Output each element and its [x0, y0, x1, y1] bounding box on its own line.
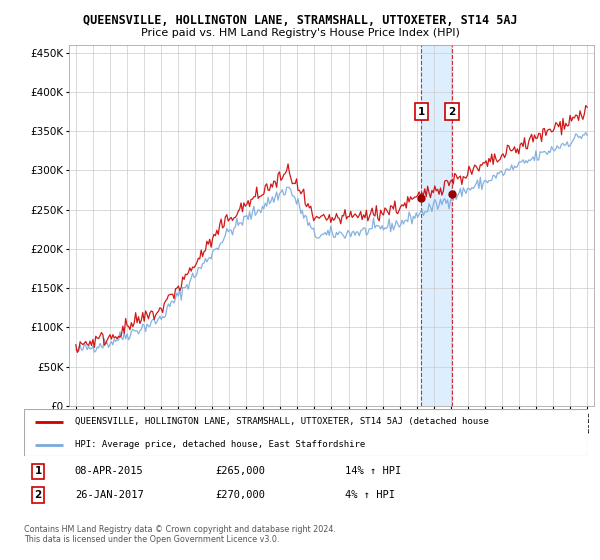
- Text: HPI: Average price, detached house, East Staffordshire: HPI: Average price, detached house, East…: [75, 440, 365, 449]
- Text: Price paid vs. HM Land Registry's House Price Index (HPI): Price paid vs. HM Land Registry's House …: [140, 28, 460, 38]
- FancyBboxPatch shape: [24, 409, 588, 456]
- Text: 14% ↑ HPI: 14% ↑ HPI: [346, 466, 402, 477]
- Text: 1: 1: [418, 106, 425, 116]
- Text: 2: 2: [34, 490, 42, 500]
- Bar: [421, 45, 452, 406]
- Text: QUEENSVILLE, HOLLINGTON LANE, STRAMSHALL, UTTOXETER, ST14 5AJ (detached house: QUEENSVILLE, HOLLINGTON LANE, STRAMSHALL…: [75, 417, 488, 426]
- Text: 08-APR-2015: 08-APR-2015: [75, 466, 143, 477]
- Text: 1: 1: [34, 466, 42, 477]
- Text: 26-JAN-2017: 26-JAN-2017: [75, 490, 143, 500]
- Text: 4% ↑ HPI: 4% ↑ HPI: [346, 490, 395, 500]
- Text: QUEENSVILLE, HOLLINGTON LANE, STRAMSHALL, UTTOXETER, ST14 5AJ: QUEENSVILLE, HOLLINGTON LANE, STRAMSHALL…: [83, 14, 517, 27]
- Text: £265,000: £265,000: [216, 466, 266, 477]
- Text: £270,000: £270,000: [216, 490, 266, 500]
- Text: Contains HM Land Registry data © Crown copyright and database right 2024.
This d: Contains HM Land Registry data © Crown c…: [24, 525, 336, 544]
- Text: 2: 2: [448, 106, 455, 116]
